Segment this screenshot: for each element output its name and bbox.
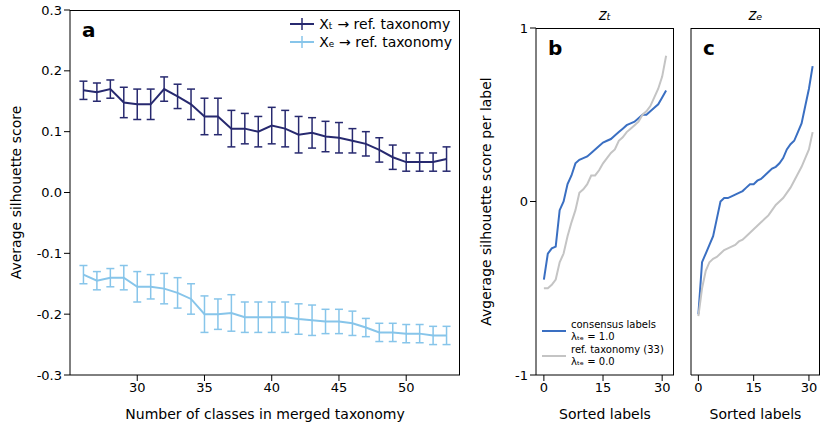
svg-text:Number of classes in merged ta: Number of classes in merged taxonomy xyxy=(125,406,404,422)
svg-text:0: 0 xyxy=(520,194,528,209)
html-text:zₑ: zₑ xyxy=(748,6,763,24)
svg-text:0.0: 0.0 xyxy=(41,185,62,200)
html-text:c: c xyxy=(703,36,715,60)
svg-text:Avgerage silhouette score per: Avgerage silhouette score per label xyxy=(478,77,494,326)
html-text:λₜₑ = 1.0: λₜₑ = 1.0 xyxy=(571,330,615,342)
svg-text:0: 0 xyxy=(540,380,548,395)
svg-text:0.2: 0.2 xyxy=(41,63,62,78)
html-text:ref. taxonomy (33): ref. taxonomy (33) xyxy=(571,344,664,355)
svg-text:Average silhouette score: Average silhouette score xyxy=(8,106,24,280)
svg-text:0.3: 0.3 xyxy=(41,3,62,18)
svg-text:-1: -1 xyxy=(515,368,528,383)
svg-text:15: 15 xyxy=(745,380,762,395)
svg-text:-0.3: -0.3 xyxy=(37,368,62,383)
svg-text:-0.2: -0.2 xyxy=(37,307,62,322)
svg-text:0: 0 xyxy=(694,380,702,395)
html-text:λₜₑ = 0.0: λₜₑ = 0.0 xyxy=(571,355,615,367)
svg-text:Sorted labels: Sorted labels xyxy=(559,406,651,422)
html-text:zₜ: zₜ xyxy=(598,6,612,24)
svg-text:-0.1: -0.1 xyxy=(37,246,62,261)
html-text:a: a xyxy=(82,18,96,42)
svg-text:Sorted labels: Sorted labels xyxy=(710,406,802,422)
svg-text:0.1: 0.1 xyxy=(41,124,62,139)
svg-text:40: 40 xyxy=(263,380,280,395)
html-text:b: b xyxy=(548,36,563,60)
svg-text:50: 50 xyxy=(398,380,415,395)
html-text:Xₑ → ref. taxonomy: Xₑ → ref. taxonomy xyxy=(319,34,452,51)
svg-text:15: 15 xyxy=(595,380,612,395)
svg-text:30: 30 xyxy=(654,380,671,395)
svg-text:1: 1 xyxy=(520,21,528,36)
svg-text:35: 35 xyxy=(196,380,213,395)
html-text:consensus labels: consensus labels xyxy=(571,319,656,330)
svg-text:30: 30 xyxy=(129,380,146,395)
svg-text:45: 45 xyxy=(331,380,348,395)
html-text:Xₜ → ref. taxonomy: Xₜ → ref. taxonomy xyxy=(319,16,451,32)
svg-text:30: 30 xyxy=(801,380,818,395)
